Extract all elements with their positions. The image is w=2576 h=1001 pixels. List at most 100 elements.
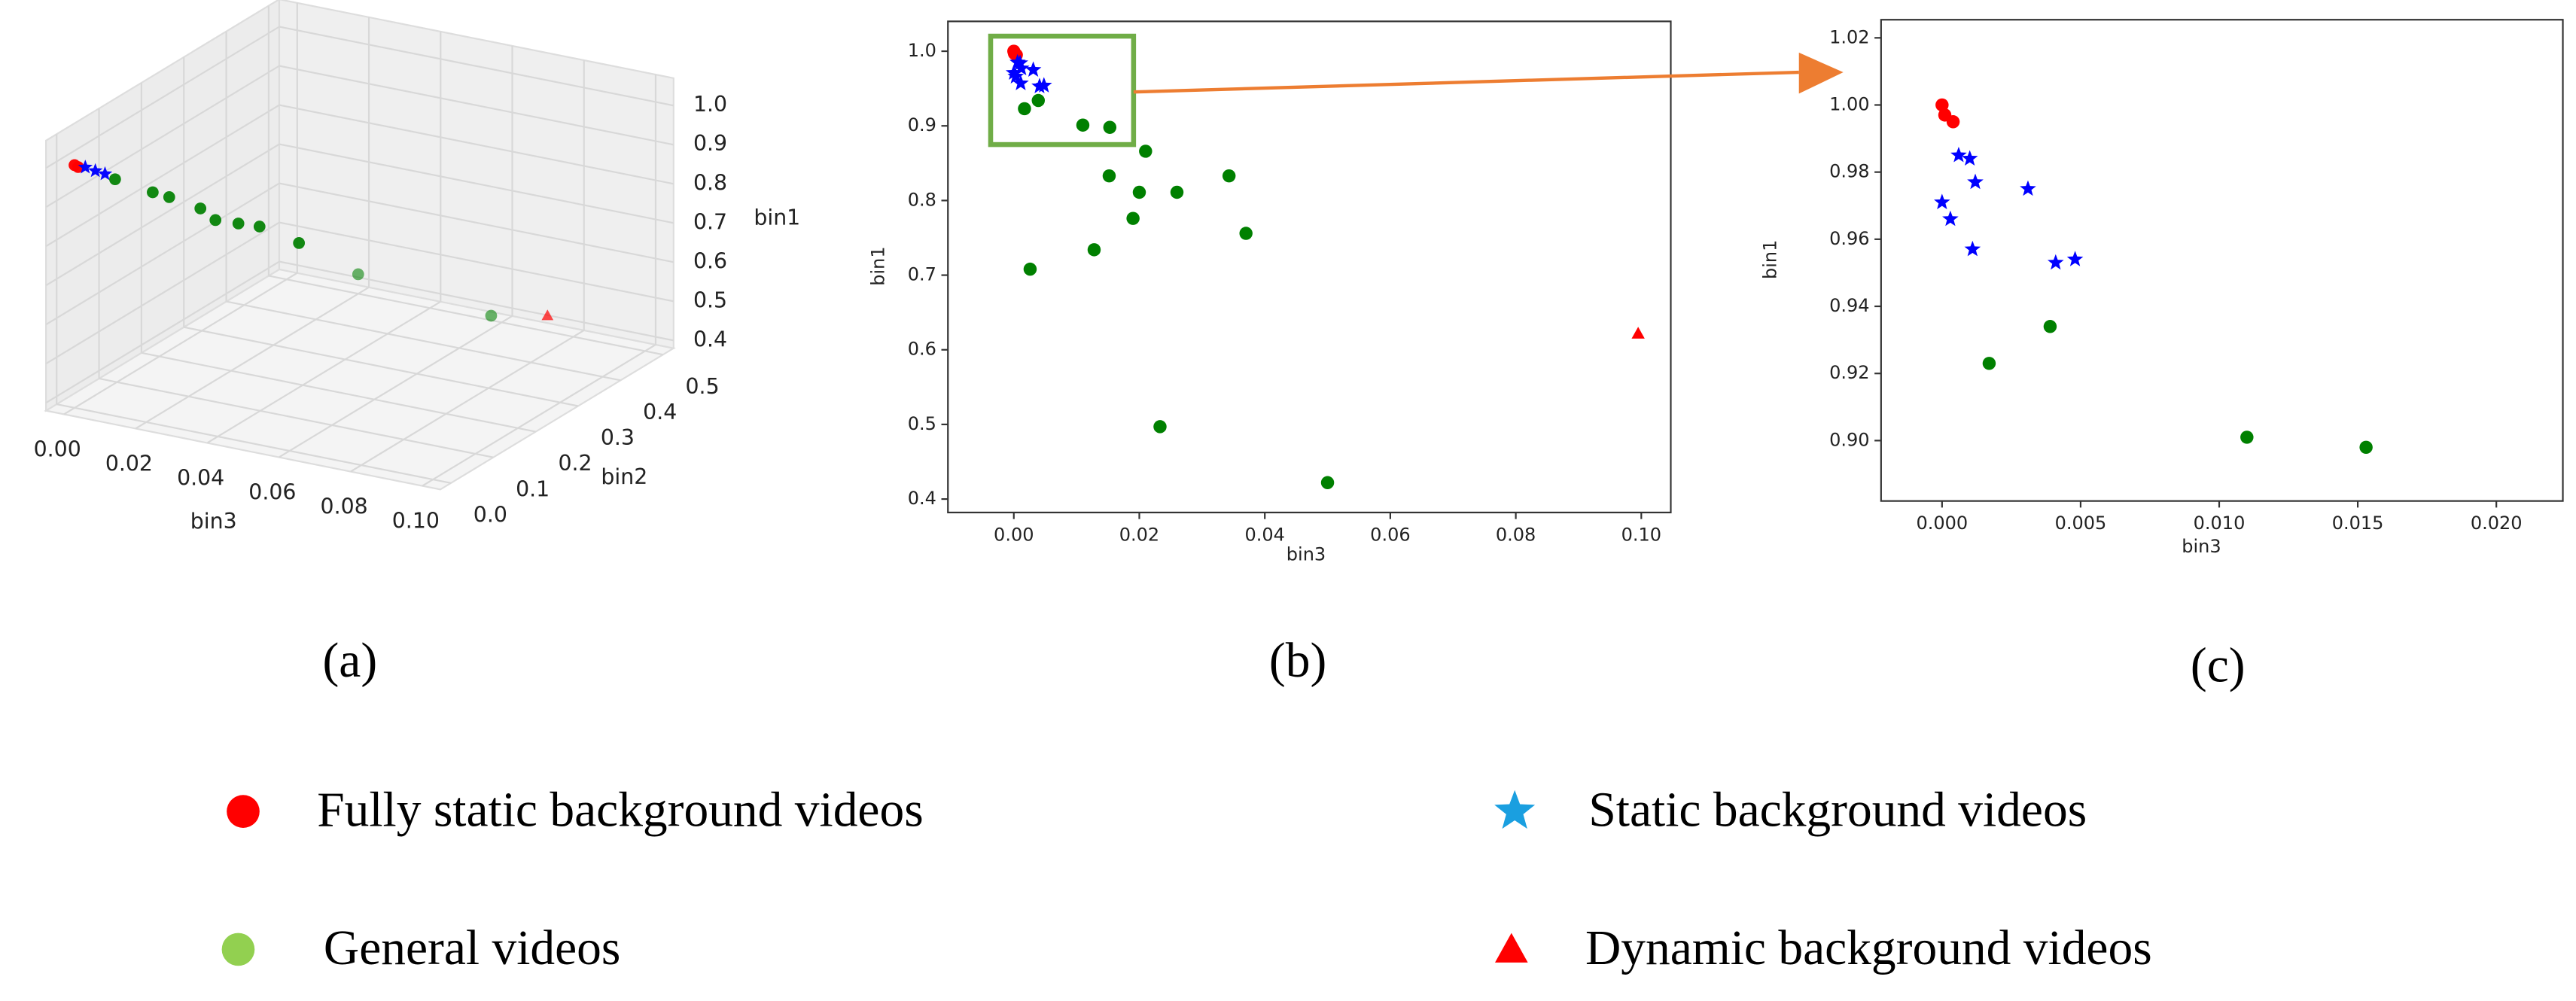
x-tick-label: 0.000: [1916, 513, 1968, 534]
charts: 0.00 0.02 0.04 0.06 0.08 0.10 0.0 0.1 0.2 0.3 0.4 0…: [34, 0, 2564, 975]
circle-point: [485, 309, 498, 322]
circle-point: [194, 202, 207, 214]
star-point: [2047, 254, 2064, 270]
circle-point: [1982, 357, 1996, 370]
grid-line: [279, 315, 513, 458]
circle-point: [209, 214, 222, 227]
z-tick-label: 1.0: [693, 92, 727, 117]
x-tick-label: 0.04: [177, 465, 224, 490]
x-tick-label: 0.00: [34, 437, 81, 461]
star-point: [1025, 61, 1042, 78]
zoom-arrow: [1133, 70, 1799, 94]
y-tick-label: 0.0: [473, 502, 507, 527]
circle-point: [1102, 169, 1116, 183]
x-axis-label: bin3: [1286, 544, 1326, 565]
circle-point: [163, 191, 175, 203]
z-tick-label: 0.7: [693, 209, 727, 234]
y-tick-label: 1.0: [908, 40, 936, 61]
grid-line: [279, 65, 674, 146]
circle-point: [2043, 320, 2057, 333]
plot-frame: [947, 20, 1672, 514]
y-tick-label: 0.8: [908, 189, 936, 210]
x-tick-label: 0.02: [105, 451, 153, 476]
grid-line: [63, 272, 298, 415]
star-point: [97, 166, 113, 181]
circle-point: [227, 795, 260, 828]
grid-line: [135, 286, 370, 430]
star-point: [2066, 251, 2084, 266]
panel-label: (c): [2191, 638, 2246, 692]
star-point: [1012, 75, 1029, 90]
x-tick-label: 0.08: [321, 494, 368, 519]
circle-point: [253, 221, 266, 233]
x-tick-label: 0.04: [1244, 524, 1284, 545]
grid-line: [45, 143, 280, 287]
y-axis-label: bin2: [601, 464, 647, 489]
star-point: [1035, 77, 1052, 93]
legend-label: Dynamic background videos: [1585, 921, 2152, 975]
grid-line: [268, 275, 663, 356]
y-tick-label: 0.1: [516, 476, 550, 501]
grid-line: [279, 182, 674, 263]
y-tick-label: 0.5: [686, 374, 720, 399]
star-point: [1012, 54, 1028, 71]
y-tick-label: 0.4: [643, 400, 677, 424]
grid-line: [279, 104, 674, 185]
z-tick-label: 0.6: [693, 248, 727, 273]
y-tick-label: 0.92: [1829, 362, 1869, 383]
grid-line: [141, 351, 536, 433]
circle-point: [1132, 185, 1146, 199]
star-point: [1005, 64, 1022, 81]
x-tick-label: 0.02: [1119, 524, 1159, 545]
grid-line: [279, 260, 674, 342]
arrow-head: [1798, 52, 1844, 94]
circle-point: [1239, 227, 1253, 240]
star-point: [1964, 240, 1981, 257]
grid-line: [45, 65, 280, 208]
circle-point: [2359, 440, 2373, 455]
grid-line: [45, 221, 280, 365]
legend-label: Fully static background videos: [317, 783, 924, 838]
circle-point: [352, 268, 364, 281]
circle-point: [1018, 102, 1031, 116]
star-point: [1007, 68, 1025, 84]
star-point: [1961, 150, 1978, 166]
triangle-point: [1631, 327, 1645, 339]
circle-point: [1222, 169, 1236, 183]
plot-frame: [1880, 19, 2564, 502]
x-tick-label: 0.08: [1496, 524, 1536, 545]
x-tick-label: 0.00: [994, 524, 1034, 545]
grid-line: [226, 300, 621, 382]
circle-point: [147, 186, 159, 199]
triangle-point: [1494, 933, 1528, 963]
star-point: [87, 163, 103, 178]
x-tick-label: 0.020: [2471, 513, 2523, 534]
y-tick-label: 0.90: [1829, 429, 1869, 450]
circle-point: [72, 161, 84, 173]
circle-point: [1103, 120, 1117, 134]
circle-point: [1076, 118, 1090, 132]
legend-label: Static background videos: [1588, 783, 2087, 838]
grid-line: [279, 221, 674, 303]
grid-line: [45, 26, 280, 169]
grid-line: [184, 326, 579, 407]
x-tick-label: 0.10: [392, 509, 440, 534]
y-axis-label: bin1: [868, 246, 889, 285]
left-pane: [45, 0, 281, 412]
circle-point: [1320, 476, 1335, 489]
z-tick-label: 0.8: [693, 170, 727, 195]
circle-point: [1087, 243, 1101, 257]
circle-point: [221, 933, 255, 966]
star-point: [1494, 790, 1536, 829]
circle-point: [1935, 98, 1949, 112]
z-axis-label: bin1: [754, 205, 800, 230]
back-pane: [278, 0, 674, 350]
x-tick-label: 0.015: [2332, 513, 2384, 534]
y-axis-label: bin1: [1760, 240, 1781, 279]
star-point: [2020, 180, 2036, 196]
x-tick-label: 0.06: [1370, 524, 1410, 545]
panel-label: (a): [323, 634, 378, 688]
y-tick-label: 0.3: [601, 425, 635, 450]
circle-point: [1139, 145, 1153, 158]
z-tick-label: 0.5: [693, 288, 727, 312]
